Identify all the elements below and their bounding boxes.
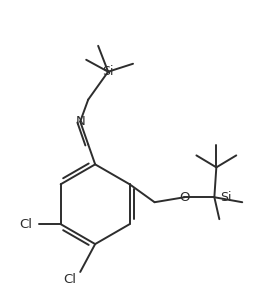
Text: Si: Si bbox=[220, 191, 232, 204]
Text: Cl: Cl bbox=[19, 218, 32, 231]
Text: N: N bbox=[75, 115, 85, 128]
Text: Si: Si bbox=[102, 65, 114, 78]
Text: O: O bbox=[179, 191, 190, 204]
Text: Cl: Cl bbox=[63, 273, 76, 287]
